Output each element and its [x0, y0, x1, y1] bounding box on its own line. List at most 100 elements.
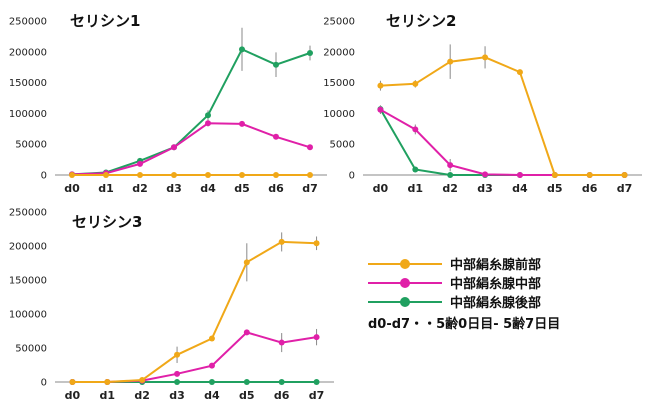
legend-item: 中部絹糸腺前部 [368, 257, 541, 273]
data-point [307, 50, 313, 57]
x-tick-label: d6 [274, 389, 290, 402]
x-tick-label: d2 [132, 182, 148, 195]
chart-title: セリシン3 [72, 213, 142, 231]
data-point [307, 172, 313, 178]
y-tick-label: 50000 [15, 140, 47, 151]
x-tick-label: d3 [169, 389, 185, 402]
chart-serisin2: セリシン2 0 5000 10000 15000 20000 25000 d0 d1 d2 d3 d… [323, 12, 642, 195]
data-point [412, 126, 419, 133]
legend-item: 中部絹糸腺中部 [368, 276, 541, 292]
data-point [103, 172, 109, 178]
x-tick-label: d2 [134, 389, 150, 402]
data-point [208, 379, 215, 385]
x-tick-label: d5 [239, 389, 255, 402]
data-point [482, 171, 489, 178]
data-point [208, 335, 215, 342]
y-tick-label: 150000 [9, 276, 47, 287]
y-tick-label: 20000 [323, 47, 355, 58]
series-line [72, 331, 317, 383]
legend-marker [400, 278, 410, 288]
series-line [379, 108, 625, 176]
data-point [516, 172, 523, 178]
series-middle [69, 328, 320, 385]
series-middle [69, 120, 313, 178]
data-point [278, 379, 285, 385]
y-tick-label: 25000 [323, 17, 355, 28]
period-note: d0-d7・・5齢0日目- 5齢7日目 [368, 316, 560, 332]
data-point [377, 82, 384, 89]
data-point [137, 160, 143, 167]
legend-item: 中部絹糸腺後部 [368, 295, 541, 311]
data-point [174, 379, 181, 385]
data-point [171, 172, 177, 178]
data-point [516, 69, 523, 76]
data-point [139, 376, 146, 383]
data-point [104, 379, 111, 385]
y-tick-label: 15000 [323, 78, 355, 89]
x-tick-label: d3 [166, 182, 182, 195]
data-point [243, 379, 250, 385]
data-point [69, 379, 76, 385]
series-line [71, 47, 311, 176]
data-point [171, 144, 177, 151]
y-tick-label: 0 [41, 171, 47, 182]
y-tick-label: 5000 [330, 140, 355, 151]
legend-label: 中部絹糸腺中部 [450, 276, 541, 292]
x-tick-label: d6 [582, 182, 598, 195]
data-point [205, 172, 211, 178]
data-point [174, 351, 181, 358]
x-tick-label: d4 [204, 389, 220, 402]
legend-label: 中部絹糸腺前部 [450, 257, 541, 273]
x-tick-label: d7 [309, 389, 325, 402]
data-point [313, 240, 320, 247]
legend-marker [400, 297, 410, 307]
data-point [313, 379, 320, 385]
data-point [447, 172, 454, 178]
series-front [69, 172, 313, 178]
legend-marker [400, 259, 410, 269]
y-tick-label: 0 [349, 171, 355, 182]
y-tick-label: 200000 [9, 242, 47, 253]
data-point [377, 106, 384, 113]
series-front [377, 44, 628, 178]
data-point [412, 80, 419, 87]
y-tick-label: 250000 [9, 17, 47, 28]
x-tick-label: d4 [200, 182, 216, 195]
series-line [380, 56, 625, 176]
chart-serisin1: セリシン1 0 50000 100000 150000 200000 250000 d0 d1… [9, 12, 327, 195]
series-line [72, 240, 317, 383]
x-tick-label: d1 [100, 389, 116, 402]
data-point [273, 133, 279, 140]
data-point [313, 334, 320, 341]
legend-label: 中部絹糸腺後部 [450, 295, 541, 311]
x-tick-label: d2 [442, 182, 458, 195]
series-line [379, 108, 625, 176]
data-point [174, 370, 181, 377]
x-tick-label: d6 [268, 182, 284, 195]
data-point [239, 46, 245, 53]
chart-title: セリシン1 [70, 12, 140, 30]
y-tick-label: 250000 [9, 208, 47, 219]
data-point [273, 61, 279, 68]
y-tick-label: 10000 [323, 109, 355, 120]
x-tick-label: d0 [373, 182, 389, 195]
x-tick-label: d1 [98, 182, 114, 195]
data-point [205, 120, 211, 127]
data-point [447, 58, 454, 65]
data-point [307, 144, 313, 151]
y-tick-label: 100000 [9, 310, 47, 321]
data-point [551, 172, 558, 178]
x-tick-label: d7 [617, 182, 633, 195]
x-tick-label: d7 [302, 182, 318, 195]
data-point [621, 172, 628, 178]
series-back [69, 27, 313, 178]
x-tick-label: d5 [234, 182, 250, 195]
data-point [278, 339, 285, 346]
data-point [447, 162, 454, 169]
x-tick-label: d4 [512, 182, 528, 195]
data-point [69, 172, 75, 178]
data-point [208, 362, 215, 369]
series-front [69, 232, 320, 385]
data-point [239, 172, 245, 178]
